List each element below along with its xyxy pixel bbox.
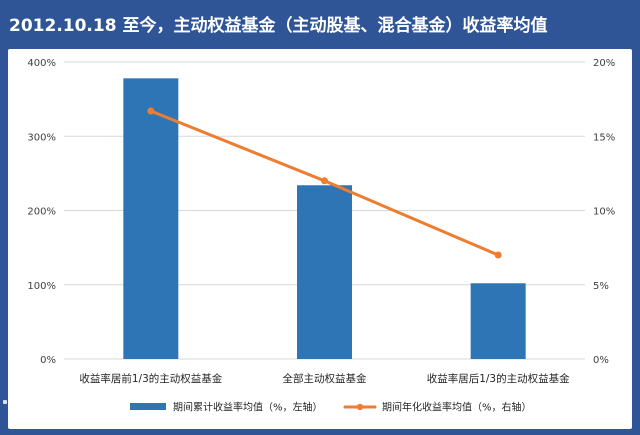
y-left-tick-label: 400% [27,58,56,69]
y-right-tick-label: 15% [593,132,615,143]
legend-swatch-bar [130,403,166,410]
x-category-label: 收益率居前1/3的主动权益基金 [79,372,222,385]
x-category-label: 全部主动权益基金 [283,372,367,385]
y-left-tick-label: 0% [40,355,56,366]
y-left-tick-label: 300% [27,132,56,143]
decorative-corner-mark [3,400,7,404]
line-point [321,177,328,185]
line-point [147,107,155,115]
bar [470,283,526,359]
y-left-tick-label: 100% [27,281,56,292]
line-point [494,251,502,259]
chart-panel: 0% 100% 200% 300% 400% 0% 5% 10% 15% 20% 收益率居前1/3的… [8,49,632,429]
bar [123,78,179,360]
y-right-tick-label: 5% [593,281,609,292]
legend-label-bar: 期间累计收益率均值（%，左轴） [173,401,323,414]
y-right-tick-label: 10% [593,207,615,218]
y-left-tick-label: 200% [27,207,56,218]
chart-svg: 0% 100% 200% 300% 400% 0% 5% 10% 15% 20% 收益率居前1/3的… [27,58,615,414]
y-right-tick-label: 0% [593,355,609,366]
chart-title: 2012.10.18 至今，主动权益基金（主动股基、混合基金）收益率均值 [9,16,548,36]
bar [297,185,352,359]
x-category-label: 收益率居后1/3的主动权益基金 [427,372,570,385]
y-right-tick-label: 20% [593,58,615,69]
legend-label-line: 期间年化收益率均值（%，右轴） [382,401,532,414]
legend-swatch-line-marker [356,403,364,411]
